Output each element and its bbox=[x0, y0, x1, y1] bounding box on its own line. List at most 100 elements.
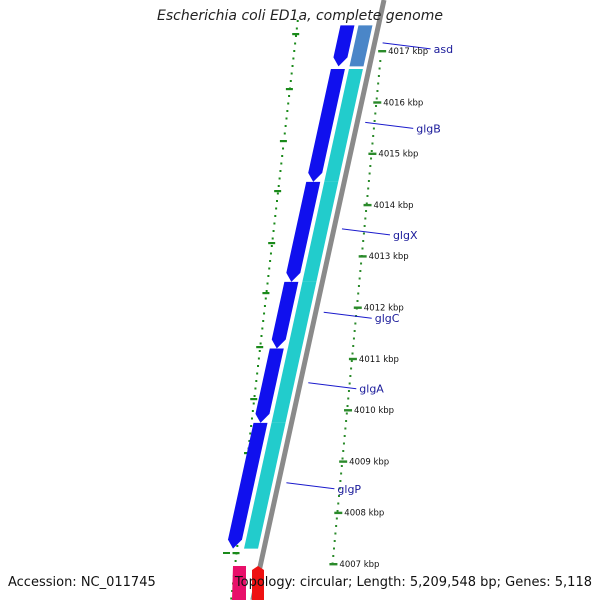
scale-dot bbox=[339, 480, 342, 482]
scale-dot bbox=[345, 412, 348, 415]
scale-tick bbox=[344, 409, 353, 412]
gc-dot bbox=[255, 380, 258, 382]
scale-dot bbox=[377, 75, 380, 77]
scale-dot bbox=[332, 555, 335, 557]
scale-dot bbox=[351, 352, 354, 355]
gc-dot bbox=[257, 365, 260, 367]
gc-dot bbox=[261, 327, 264, 330]
scale-dot bbox=[366, 195, 369, 197]
scale-tick-label: 4015 kbp bbox=[378, 150, 418, 160]
scale-dot bbox=[335, 517, 338, 520]
gc-dot bbox=[289, 80, 292, 82]
scale-dot bbox=[340, 465, 343, 467]
gc-dot bbox=[291, 65, 294, 67]
gc-dot bbox=[258, 350, 261, 352]
scale-dot bbox=[375, 97, 378, 100]
gc-dot bbox=[274, 215, 277, 217]
scale-tick-label: 4011 kbp bbox=[359, 355, 399, 365]
scale-dot bbox=[341, 457, 344, 460]
gc-dot bbox=[252, 402, 255, 405]
scale-dot bbox=[370, 150, 373, 152]
scale-dot bbox=[334, 532, 337, 535]
gc-dot bbox=[262, 320, 265, 322]
gc-dot bbox=[250, 425, 253, 427]
scale-dot bbox=[348, 382, 351, 385]
scale-dot bbox=[356, 300, 359, 302]
gc-dot bbox=[249, 432, 252, 435]
topology-label: Topology: circular; Length: 5,209,548 bp… bbox=[234, 575, 592, 590]
scale-dot bbox=[349, 375, 352, 377]
scale-dot bbox=[379, 60, 382, 62]
scale-tick-label: 4012 kbp bbox=[364, 304, 404, 314]
gc-dot bbox=[296, 20, 299, 22]
scale-dot bbox=[367, 187, 370, 190]
scale-tick bbox=[353, 306, 362, 309]
scale-dot bbox=[378, 67, 381, 70]
gc-dash bbox=[292, 33, 300, 36]
gc-dash bbox=[250, 398, 258, 401]
gc-dot bbox=[288, 95, 291, 97]
scale-dot bbox=[360, 262, 363, 265]
gc-dash bbox=[285, 88, 293, 91]
gene-leader-line bbox=[365, 121, 414, 129]
scale-tick-label: 4009 kbp bbox=[349, 457, 389, 467]
scale-dot bbox=[371, 142, 374, 145]
scale-tick bbox=[378, 50, 387, 53]
scale-tick bbox=[358, 255, 367, 258]
gene-arrow-glgP bbox=[227, 422, 268, 549]
scale-dot bbox=[350, 367, 353, 370]
gc-dot bbox=[276, 192, 279, 195]
gene-feature-glgP bbox=[244, 422, 286, 549]
gc-dash bbox=[274, 190, 282, 193]
scale-dot bbox=[365, 210, 368, 212]
gc-dot bbox=[283, 132, 286, 135]
gc-dot bbox=[267, 275, 270, 277]
scale-dot bbox=[347, 390, 350, 392]
gc-dot bbox=[253, 395, 256, 397]
gc-dot bbox=[269, 260, 272, 262]
gc-dot bbox=[295, 27, 298, 30]
gc-dot bbox=[266, 282, 269, 285]
gc-dot bbox=[263, 312, 266, 315]
scale-tick-label: 4017 kbp bbox=[388, 47, 428, 57]
gc-dot bbox=[251, 410, 254, 412]
gc-dot bbox=[270, 245, 273, 247]
gc-dot bbox=[265, 290, 268, 292]
scale-tick-label: 4013 kbp bbox=[369, 252, 409, 262]
accession-label: Accession: NC_011745 bbox=[8, 575, 156, 590]
gene-feature-glgX bbox=[302, 181, 339, 282]
scale-dot bbox=[368, 172, 371, 175]
gc-dash bbox=[262, 292, 270, 295]
scale-dot bbox=[361, 247, 364, 250]
scale-dot bbox=[363, 225, 366, 227]
scale-dot bbox=[342, 450, 345, 452]
gc-dot bbox=[260, 335, 263, 337]
gene-arrow-glgC bbox=[271, 281, 299, 349]
scale-dot bbox=[377, 82, 380, 85]
gene-arrow-glgB bbox=[308, 68, 345, 182]
scale-dot bbox=[358, 277, 361, 280]
scale-dot bbox=[335, 525, 338, 527]
scale-dot bbox=[353, 330, 356, 332]
scale-dot bbox=[357, 292, 360, 295]
gc-dot bbox=[282, 147, 285, 150]
gc-dot bbox=[248, 440, 251, 442]
gc-dot bbox=[256, 372, 259, 375]
gene-feature-glgB bbox=[324, 68, 363, 182]
scale-tick-label: 4008 kbp bbox=[344, 509, 384, 519]
scale-dot bbox=[375, 105, 378, 107]
gc-dot bbox=[273, 222, 276, 225]
gc-dot bbox=[281, 155, 284, 157]
gene-label-asd: asd bbox=[434, 43, 453, 56]
gc-dot bbox=[268, 267, 271, 270]
gc-dot bbox=[257, 357, 260, 360]
gc-dot bbox=[236, 545, 239, 547]
gc-dash bbox=[268, 242, 276, 245]
scale-dot bbox=[359, 270, 362, 272]
gc-dash bbox=[232, 552, 240, 555]
gene-label-glgB: glgB bbox=[416, 122, 441, 135]
scale-dot bbox=[352, 337, 355, 340]
gc-dot bbox=[290, 72, 293, 75]
gc-dash bbox=[279, 140, 287, 143]
scale-dot bbox=[332, 547, 335, 550]
